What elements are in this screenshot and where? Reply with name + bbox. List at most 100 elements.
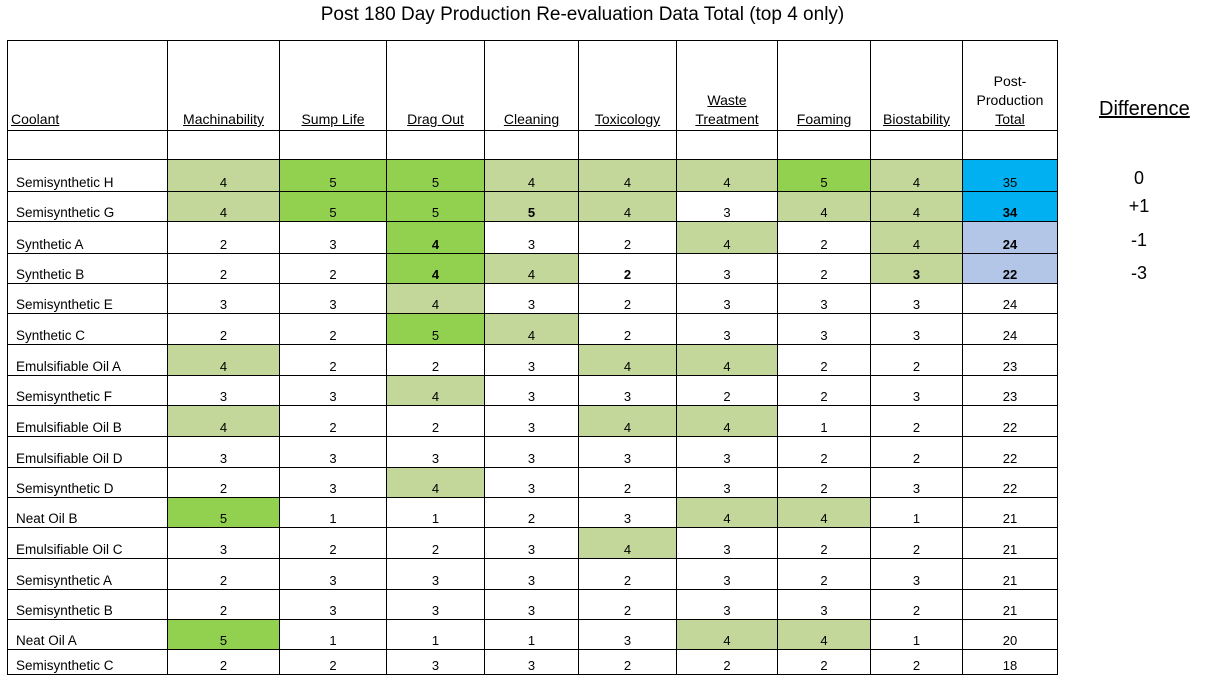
score-cell: 3 xyxy=(870,467,963,498)
score-cell: 3 xyxy=(777,283,871,314)
score-cell: 3 xyxy=(870,253,963,284)
score-cell: 5 xyxy=(484,191,579,222)
header-waste-treatment-line1: Waste xyxy=(707,92,747,108)
score-cell: 3 xyxy=(870,558,963,590)
score-cell: 4 xyxy=(676,619,778,650)
score-cell: 4 xyxy=(386,253,485,284)
score-cell: 3 xyxy=(167,283,280,314)
score-cell: 2 xyxy=(167,649,280,675)
difference-value-3: -1 xyxy=(1130,230,1147,250)
score-cell: 1 xyxy=(279,619,387,650)
score-cell: 2 xyxy=(279,405,387,437)
total-cell: 24 xyxy=(962,313,1058,345)
header-waste-treatment-line2: Treatment xyxy=(695,111,759,127)
score-cell: 1 xyxy=(279,497,387,528)
total-cell: 23 xyxy=(962,375,1058,406)
score-cell: 3 xyxy=(484,527,579,559)
score-cell: 3 xyxy=(676,589,778,620)
score-cell: 2 xyxy=(279,649,387,675)
score-cell: 2 xyxy=(279,313,387,345)
score-cell: 2 xyxy=(578,589,677,620)
score-cell: 3 xyxy=(484,375,579,406)
table-row: Synthetic B 2 2 4 4 2 3 2 3 22 xyxy=(7,253,1058,284)
score-cell: 4 xyxy=(870,159,963,192)
score-cell: 2 xyxy=(870,527,963,559)
table-row: Semisynthetic B 2 3 3 3 2 3 3 2 21 xyxy=(7,589,1058,620)
table-row: Synthetic C 2 2 5 4 2 3 3 3 24 xyxy=(7,313,1058,345)
score-cell: 3 xyxy=(386,436,485,468)
score-cell: 4 xyxy=(484,253,579,284)
score-cell: 2 xyxy=(578,253,677,284)
table-row: Emulsifiable Oil C 3 2 2 3 4 3 2 2 21 xyxy=(7,527,1058,559)
coolant-name: Semisynthetic C xyxy=(7,649,168,675)
header-total-line2: Production xyxy=(976,92,1044,108)
score-cell: 3 xyxy=(386,649,485,675)
score-cell: 5 xyxy=(386,159,485,192)
table-row: Semisynthetic F 3 3 4 3 3 2 2 3 23 xyxy=(7,375,1058,406)
score-cell: 2 xyxy=(386,344,485,376)
score-cell: 2 xyxy=(578,558,677,590)
score-cell: 4 xyxy=(167,405,280,437)
score-cell: 3 xyxy=(484,405,579,437)
score-cell: 3 xyxy=(578,497,677,528)
score-cell: 4 xyxy=(676,405,778,437)
total-cell: 21 xyxy=(962,558,1058,590)
score-cell: 5 xyxy=(386,191,485,222)
score-cell: 1 xyxy=(870,619,963,650)
score-cell: 4 xyxy=(676,497,778,528)
coolant-name: Synthetic C xyxy=(7,313,168,345)
score-cell: 3 xyxy=(484,649,579,675)
coolant-name: Semisynthetic H xyxy=(7,159,168,192)
score-cell: 2 xyxy=(676,649,778,675)
spacer-cell xyxy=(676,130,778,160)
score-cell: 2 xyxy=(578,283,677,314)
coolant-name: Emulsifiable Oil B xyxy=(7,405,168,437)
coolant-name: Semisynthetic B xyxy=(7,589,168,620)
total-cell: 35 xyxy=(962,159,1058,192)
coolant-name: Semisynthetic F xyxy=(7,375,168,406)
score-cell: 3 xyxy=(777,313,871,345)
page-title: Post 180 Day Production Re-evaluation Da… xyxy=(320,4,845,25)
table-row: Semisynthetic A 2 3 3 3 2 3 2 3 21 xyxy=(7,558,1058,590)
score-cell: 1 xyxy=(777,405,871,437)
coolant-name: Emulsifiable Oil A xyxy=(7,344,168,376)
table-row: Semisynthetic H 4 5 5 4 4 4 5 4 35 xyxy=(7,159,1058,192)
score-cell: 3 xyxy=(676,191,778,222)
score-cell: 2 xyxy=(777,375,871,406)
score-cell: 2 xyxy=(777,527,871,559)
coolant-name: Synthetic A xyxy=(7,221,168,254)
coolant-name: Semisynthetic A xyxy=(7,558,168,590)
score-cell: 2 xyxy=(777,467,871,498)
score-cell: 3 xyxy=(279,436,387,468)
total-cell: 20 xyxy=(962,619,1058,650)
score-cell: 3 xyxy=(676,436,778,468)
header-coolant: Coolant xyxy=(7,40,168,131)
table-row: Semisynthetic C 2 2 3 3 2 2 2 2 18 xyxy=(7,649,1058,675)
header-total-line1: Post- xyxy=(993,73,1027,89)
table-row: Semisynthetic G 4 5 5 5 4 3 4 4 34 xyxy=(7,191,1058,222)
score-cell: 4 xyxy=(484,159,579,192)
score-cell: 3 xyxy=(676,558,778,590)
total-cell: 21 xyxy=(962,527,1058,559)
score-cell: 1 xyxy=(484,619,579,650)
total-cell: 23 xyxy=(962,344,1058,376)
header-waste-treatment: Waste Treatment xyxy=(676,40,778,131)
total-cell: 22 xyxy=(962,467,1058,498)
total-cell: 22 xyxy=(962,405,1058,437)
score-cell: 3 xyxy=(777,589,871,620)
score-cell: 5 xyxy=(386,313,485,345)
spacer-cell xyxy=(279,130,387,160)
score-cell: 4 xyxy=(676,221,778,254)
score-cell: 2 xyxy=(870,405,963,437)
header-biostability: Biostability xyxy=(870,40,963,131)
score-cell: 3 xyxy=(279,558,387,590)
score-cell: 5 xyxy=(777,159,871,192)
score-cell: 2 xyxy=(279,527,387,559)
score-cell: 3 xyxy=(870,313,963,345)
coolant-name: Semisynthetic E xyxy=(7,283,168,314)
score-cell: 3 xyxy=(484,436,579,468)
score-cell: 2 xyxy=(777,253,871,284)
header-drag-out: Drag Out xyxy=(386,40,485,131)
header-cleaning: Cleaning xyxy=(484,40,579,131)
total-cell: 24 xyxy=(962,283,1058,314)
